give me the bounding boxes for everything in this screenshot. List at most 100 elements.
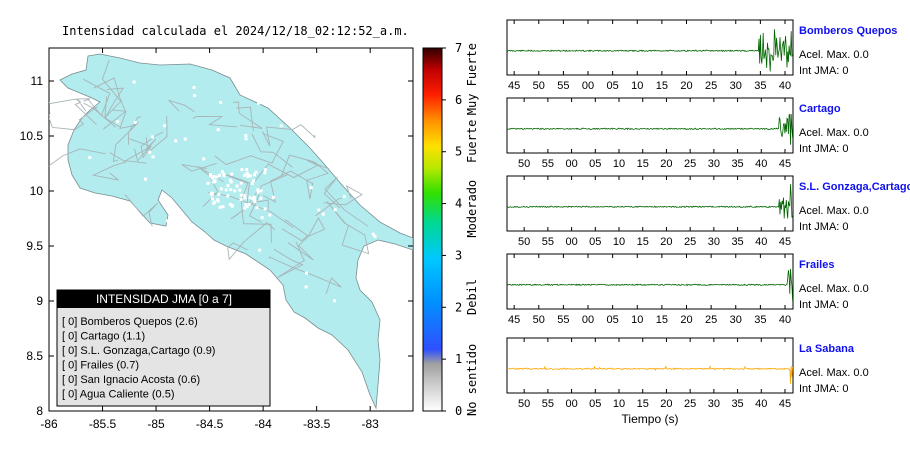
- lat-tick-label: 8: [36, 404, 43, 418]
- time-tick-label: 20: [660, 398, 672, 410]
- colorbar-category-label: No sentido: [465, 344, 479, 416]
- time-tick-label: 50: [518, 158, 530, 170]
- colorbar-category-label: Debil: [465, 279, 479, 315]
- waveform-panels: 45 50 55 00 05 10 15 20 25 30 35 40 Bomberos Quepos A…: [506, 19, 910, 426]
- time-tick-label: 25: [705, 314, 717, 326]
- time-tick-label: 10: [613, 398, 625, 410]
- waveform-panel: 45 50 55 00 05 10 15 20 25 30 35 40 Frailes Acel. Max…: [506, 253, 869, 326]
- time-tick-label: 55: [542, 398, 554, 410]
- time-tick-label: 00: [565, 236, 577, 248]
- time-tick-label: 40: [779, 314, 791, 326]
- lat-tick-label: 10: [30, 184, 44, 198]
- waveform-trace: [506, 268, 793, 301]
- time-tick-label: 50: [533, 314, 545, 326]
- time-tick-label: 05: [607, 80, 619, 92]
- colorbar-category-label: Muy Fuerte: [465, 43, 479, 115]
- lon-tick-label: -85: [147, 417, 165, 431]
- time-tick-label: 55: [542, 158, 554, 170]
- lon-tick-label: -83.5: [303, 417, 331, 431]
- town-markers: [80, 80, 377, 303]
- time-tick-label: 05: [589, 158, 601, 170]
- time-tick-label: 40: [779, 80, 791, 92]
- time-axis-label: Tiempo (s): [622, 412, 679, 426]
- colorbar-tick-label: 0: [455, 404, 462, 418]
- waveform-trace: [506, 29, 793, 72]
- time-tick-label: 10: [631, 314, 643, 326]
- time-tick-label: 00: [565, 158, 577, 170]
- time-tick-label: 30: [708, 158, 720, 170]
- map-title: Intensidad calculada el 2024/12/18_02:12…: [62, 24, 409, 38]
- colorbar-category-label: Fuerte: [465, 120, 479, 163]
- time-tick-label: 30: [708, 236, 720, 248]
- lat-tick-label: 11: [31, 74, 44, 88]
- time-tick-label: 55: [557, 314, 569, 326]
- legend-row: [ 0] Agua Caliente (0.5): [62, 389, 175, 401]
- intensity-colorbar: 0 1 2 3 4 5 6 7 No sentido Debil Moderado Fuerte Mu…: [422, 41, 479, 418]
- time-tick-label: 30: [730, 314, 742, 326]
- colorbar-tick-label: 2: [455, 300, 462, 314]
- accel-max-label: Acel. Max. 0.0: [799, 367, 869, 379]
- waveform-trace: [506, 113, 793, 145]
- time-tick-label: 00: [565, 398, 577, 410]
- panel-frame: [506, 175, 794, 232]
- int-jma-label: Int JMA: 0: [799, 383, 849, 395]
- lon-tick-label: -85.5: [89, 417, 117, 431]
- time-tick-label: 20: [680, 80, 692, 92]
- time-tick-label: 05: [607, 314, 619, 326]
- time-tick-label: 15: [656, 314, 668, 326]
- accel-max-label: Acel. Max. 0.0: [799, 283, 869, 295]
- station-name: Cartago: [799, 103, 841, 115]
- station-name: S.L. Gonzaga,Cartago: [799, 181, 910, 193]
- time-tick-label: 20: [660, 236, 672, 248]
- lon-tick-label: -83: [362, 417, 380, 431]
- time-tick-label: 50: [518, 236, 530, 248]
- time-tick-label: 25: [684, 158, 696, 170]
- time-tick-label: 10: [631, 80, 643, 92]
- time-tick-label: 40: [755, 398, 767, 410]
- legend-row: [ 0] Frailes (0.7): [62, 360, 139, 372]
- time-tick-label: 35: [754, 314, 766, 326]
- time-tick-label: 10: [613, 236, 625, 248]
- map-area: [49, 53, 413, 410]
- time-tick-label: 20: [680, 314, 692, 326]
- time-tick-label: 00: [582, 80, 594, 92]
- panel-frame: [506, 337, 794, 394]
- time-tick-label: 25: [684, 236, 696, 248]
- time-tick-label: 15: [637, 158, 649, 170]
- int-jma-label: Int JMA: 0: [799, 65, 849, 77]
- lat-tick-label: 9: [36, 294, 43, 308]
- time-tick-label: 10: [613, 158, 625, 170]
- lon-tick-label: -86: [40, 417, 58, 431]
- time-tick-label: 40: [755, 236, 767, 248]
- lon-tick-label: -84: [254, 417, 272, 431]
- waveform-panel: 45 50 55 00 05 10 15 20 25 30 35 40 Bomberos Quepos A…: [506, 19, 897, 92]
- colorbar-tick-label: 3: [455, 248, 462, 262]
- waveform-panel: 50 55 00 05 10 15 20 25 30 35 40 45 Cartago Acel. Max…: [506, 97, 869, 170]
- legend-row: [ 0] S.L. Gonzaga,Cartago (0.9): [62, 345, 215, 357]
- panel-frame: [506, 19, 794, 76]
- time-tick-label: 50: [533, 80, 545, 92]
- time-tick-label: 00: [582, 314, 594, 326]
- time-tick-label: 45: [779, 236, 791, 248]
- time-tick-label: 15: [656, 80, 668, 92]
- legend-row: [ 0] San Ignacio Acosta (0.6): [62, 374, 200, 386]
- legend-row: [ 0] Bomberos Quepos (2.6): [62, 316, 198, 328]
- time-tick-label: 30: [730, 80, 742, 92]
- time-tick-label: 15: [637, 236, 649, 248]
- time-tick-label: 50: [518, 398, 530, 410]
- accel-max-label: Acel. Max. 0.0: [799, 49, 869, 61]
- time-tick-label: 05: [589, 236, 601, 248]
- colorbar-tick-label: 5: [455, 145, 462, 159]
- accel-max-label: Acel. Max. 0.0: [799, 127, 869, 139]
- colorbar-category-label: Moderado: [465, 180, 479, 238]
- time-tick-label: 55: [557, 80, 569, 92]
- time-tick-label: 40: [755, 158, 767, 170]
- int-jma-label: Int JMA: 0: [799, 221, 849, 233]
- lon-tick-label: -84.5: [196, 417, 224, 431]
- station-name: Bomberos Quepos: [799, 25, 897, 37]
- time-tick-label: 25: [684, 398, 696, 410]
- time-tick-label: 15: [637, 398, 649, 410]
- legend-row: [ 0] Cartago (1.1): [62, 331, 145, 343]
- road-network: [49, 60, 370, 295]
- int-jma-label: Int JMA: 0: [799, 143, 849, 155]
